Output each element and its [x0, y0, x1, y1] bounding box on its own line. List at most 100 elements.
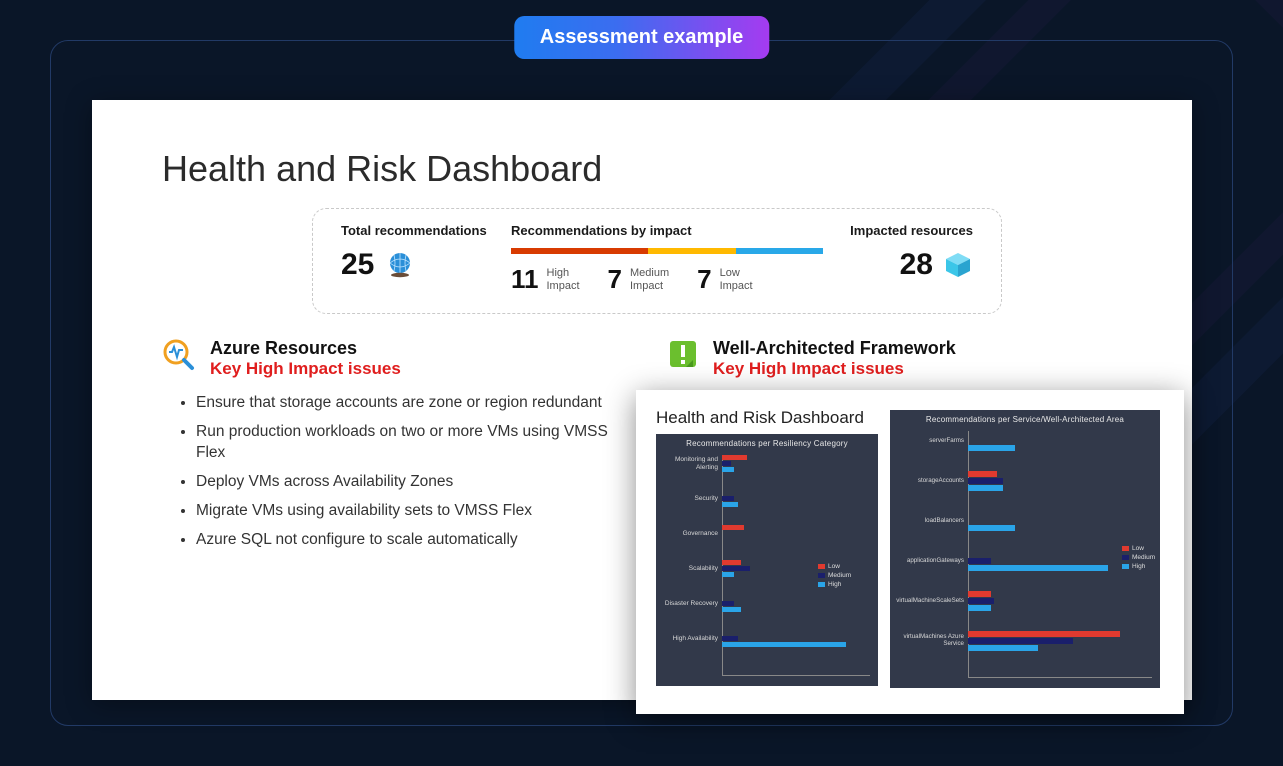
impact-label: LowImpact	[720, 267, 753, 292]
issue-item: Deploy VMs across Availability Zones	[196, 472, 627, 493]
chart-bar	[722, 467, 734, 472]
chart-bar	[968, 598, 994, 604]
chart-category-row: applicationGateways	[896, 551, 1154, 571]
chart-category-row: virtualMachineScaleSets	[896, 591, 1154, 611]
impact-bar	[511, 248, 823, 254]
legend-item: Low	[1122, 545, 1155, 552]
chart-category-label: virtualMachines Azure Service	[896, 634, 968, 648]
chart-bar	[968, 485, 1003, 491]
summary-total-label: Total recommendations	[341, 223, 511, 238]
chart-bar	[722, 461, 731, 466]
chart-bar	[722, 642, 846, 647]
legend-swatch	[1122, 546, 1129, 551]
chart-category-row: Monitoring and Alerting	[662, 455, 872, 472]
assessment-badge: Assessment example	[514, 16, 769, 59]
chart-category-label: virtualMachineScaleSets	[896, 598, 968, 605]
chart-bar	[722, 636, 738, 641]
cube-icon	[943, 250, 973, 280]
chart-category-label: Disaster Recovery	[662, 600, 722, 607]
chart-service-title: Recommendations per Service/Well-Archite…	[890, 410, 1160, 427]
issue-item: Migrate VMs using availability sets to V…	[196, 501, 627, 522]
waf-section-title: Well-Architected Framework	[713, 338, 956, 359]
summary-total: Total recommendations 25	[341, 223, 511, 282]
chart-bar	[722, 525, 744, 530]
legend-swatch	[818, 573, 825, 578]
impact-count: 7	[697, 264, 711, 295]
legend-item: High	[1122, 563, 1155, 570]
summary-resources-value: 28	[900, 248, 933, 282]
summary-box: Total recommendations 25 Recommendations…	[312, 208, 1002, 314]
magnifier-health-icon	[162, 338, 196, 372]
chart-category-label: serverFarms	[896, 438, 968, 445]
legend-item: High	[818, 581, 851, 588]
impact-cell: 11HighImpact	[511, 264, 580, 295]
chart-resiliency: Recommendations per Resiliency Category …	[656, 434, 878, 686]
chart-category-label: loadBalancers	[896, 518, 968, 525]
impact-cell: 7 MediumImpact	[608, 264, 670, 295]
chart-bar	[722, 496, 734, 501]
impact-cell: 7 LowImpact	[697, 264, 752, 295]
waf-section-subtitle: Key High Impact issues	[713, 359, 956, 379]
legend-item: Medium	[818, 572, 851, 579]
chart-category-label: Security	[662, 495, 722, 502]
chart-category-label: Monitoring and Alerting	[662, 456, 722, 470]
chart-category-row: virtualMachines Azure Service	[896, 631, 1154, 651]
azure-section-title: Azure Resources	[210, 338, 401, 359]
impact-label: MediumImpact	[630, 267, 669, 292]
legend-item: Medium	[1122, 554, 1155, 561]
chart-bar	[722, 601, 734, 606]
chart-category-row: High Availability	[662, 630, 872, 647]
legend-swatch	[1122, 555, 1129, 560]
summary-impact-label: Recommendations by impact	[511, 223, 823, 238]
chart-category-row: Disaster Recovery	[662, 595, 872, 612]
issue-item: Run production workloads on two or more …	[196, 422, 627, 464]
legend-label: Low	[1132, 545, 1144, 552]
chart-bar	[722, 572, 734, 577]
legend-label: High	[828, 581, 841, 588]
chart-category-label: applicationGateways	[896, 558, 968, 565]
impact-count: 11	[511, 264, 539, 295]
impact-bar-segment	[511, 248, 648, 254]
chart-axis	[722, 675, 870, 676]
azure-issue-list: Ensure that storage accounts are zone or…	[196, 393, 627, 551]
chart-category-label: storageAccounts	[896, 478, 968, 485]
alert-note-icon	[667, 338, 699, 370]
chart-bar	[968, 525, 1015, 531]
summary-resources: Impacted resources 28	[823, 223, 973, 282]
chart-resiliency-title: Recommendations per Resiliency Category	[656, 434, 878, 451]
chart-bar	[968, 478, 1003, 484]
legend-label: Low	[828, 563, 840, 570]
chart-category-row: Security	[662, 490, 872, 507]
chart-category-row: serverFarms	[896, 431, 1154, 451]
chart-bar	[968, 565, 1108, 571]
chart-bar	[968, 445, 1015, 451]
chart-bar	[722, 607, 741, 612]
chart-bar	[722, 502, 738, 507]
legend-swatch	[818, 582, 825, 587]
chart-axis	[968, 677, 1152, 678]
globe-icon	[384, 249, 416, 281]
chart-bar	[968, 471, 997, 477]
chart-bar	[722, 566, 750, 571]
chart-bar	[722, 455, 747, 460]
chart-category-label: Scalability	[662, 565, 722, 572]
summary-impact: Recommendations by impact 11HighImpact7M…	[511, 223, 823, 295]
summary-resources-label: Impacted resources	[850, 223, 973, 238]
impact-bar-segment	[736, 248, 823, 254]
legend-item: Low	[818, 563, 851, 570]
legend-label: High	[1132, 563, 1145, 570]
legend-swatch	[1122, 564, 1129, 569]
impact-bar-segment	[648, 248, 735, 254]
chart-bar	[968, 631, 1120, 637]
chart-category-label: High Availability	[662, 635, 722, 642]
issue-item: Azure SQL not configure to scale automat…	[196, 530, 627, 551]
legend-label: Medium	[1132, 554, 1155, 561]
legend-swatch	[818, 564, 825, 569]
chart-legend: Low Medium High	[1122, 545, 1155, 570]
impact-count: 7	[608, 264, 622, 295]
chart-service: Recommendations per Service/Well-Archite…	[890, 410, 1160, 688]
chart-category-row: loadBalancers	[896, 511, 1154, 531]
chart-bar	[968, 558, 991, 564]
issue-item: Ensure that storage accounts are zone or…	[196, 393, 627, 414]
chart-legend: Low Medium High	[818, 563, 851, 588]
